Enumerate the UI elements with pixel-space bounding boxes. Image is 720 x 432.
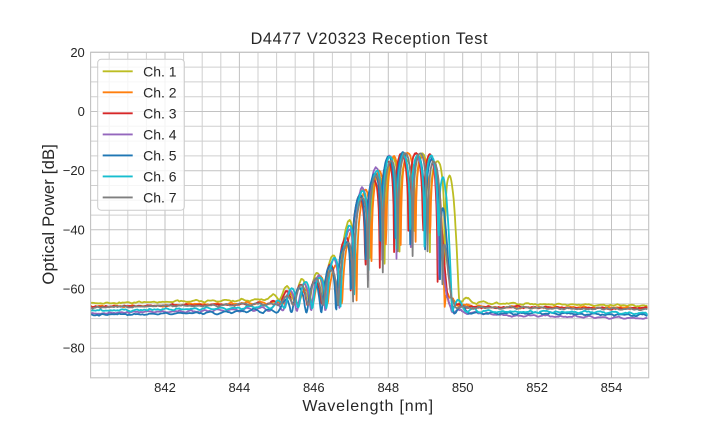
svg-text:844: 844 bbox=[229, 380, 251, 395]
svg-text:−20: −20 bbox=[63, 163, 85, 178]
svg-text:852: 852 bbox=[526, 380, 548, 395]
svg-text:850: 850 bbox=[452, 380, 474, 395]
svg-text:Optical Power [dB]: Optical Power [dB] bbox=[39, 144, 58, 285]
svg-text:−40: −40 bbox=[63, 222, 85, 237]
svg-text:Ch. 4: Ch. 4 bbox=[143, 126, 177, 142]
svg-text:−80: −80 bbox=[63, 341, 85, 356]
svg-text:0: 0 bbox=[78, 104, 85, 119]
svg-text:Wavelength [nm]: Wavelength [nm] bbox=[302, 398, 433, 415]
svg-text:Ch. 3: Ch. 3 bbox=[143, 105, 177, 121]
svg-text:Ch. 5: Ch. 5 bbox=[143, 147, 177, 163]
svg-text:848: 848 bbox=[377, 380, 399, 395]
svg-text:20: 20 bbox=[70, 45, 84, 60]
svg-text:Ch. 6: Ch. 6 bbox=[143, 168, 177, 184]
svg-text:D4477 V20323 Reception Test: D4477 V20323 Reception Test bbox=[251, 30, 489, 48]
svg-text:Ch. 7: Ch. 7 bbox=[143, 189, 177, 205]
svg-text:−60: −60 bbox=[63, 282, 85, 297]
svg-text:846: 846 bbox=[303, 380, 325, 395]
svg-text:854: 854 bbox=[601, 380, 623, 395]
svg-text:Ch. 2: Ch. 2 bbox=[143, 84, 177, 100]
svg-text:842: 842 bbox=[154, 380, 176, 395]
svg-text:Ch. 1: Ch. 1 bbox=[143, 63, 177, 79]
